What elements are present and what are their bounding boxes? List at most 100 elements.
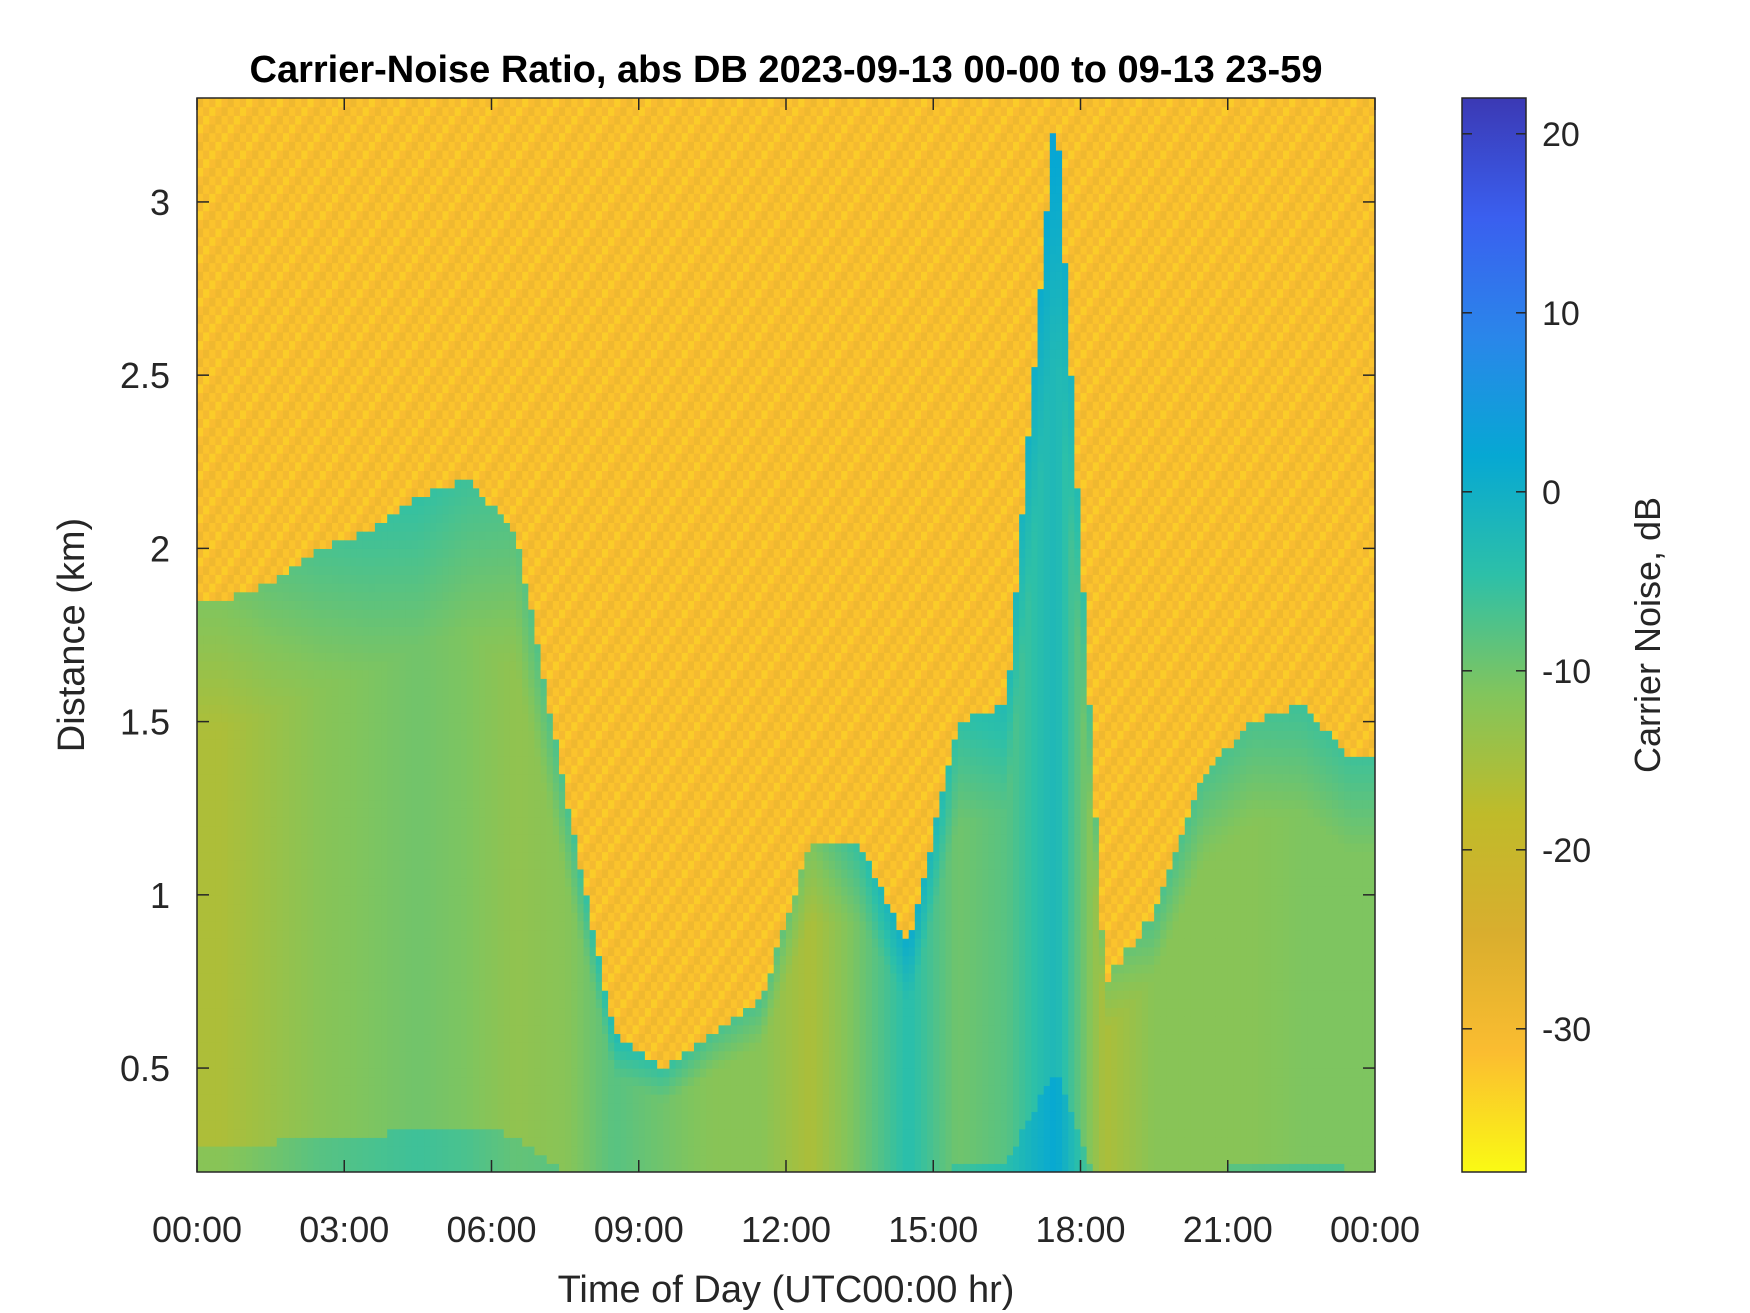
heatmap-cell: [411, 574, 419, 584]
heatmap-cell: [258, 712, 266, 723]
heatmap-cell: [331, 245, 339, 255]
heatmap-cell: [276, 357, 284, 368]
heatmap-cell: [417, 418, 425, 428]
heatmap-cell: [430, 357, 437, 368]
heatmap-cell: [203, 981, 210, 991]
heatmap-cell: [215, 600, 223, 610]
heatmap-cell: [411, 288, 419, 298]
heatmap-cell: [264, 574, 272, 584]
heatmap-cell: [313, 1068, 321, 1078]
heatmap-cell: [344, 444, 351, 454]
heatmap-cell: [362, 964, 370, 974]
heatmap-cell: [405, 1120, 413, 1130]
heatmap-cell: [270, 1163, 278, 1172]
heatmap-cell: [374, 912, 382, 922]
heatmap-cell: [362, 158, 370, 168]
heatmap-cell: [350, 782, 358, 792]
heatmap-cell: [368, 721, 376, 731]
heatmap-cell: [215, 401, 223, 411]
heatmap-cell: [227, 643, 235, 653]
heatmap-cell: [436, 531, 444, 541]
heatmap-cell: [424, 1137, 431, 1147]
heatmap-cell: [325, 470, 333, 480]
heatmap-cell: [399, 383, 407, 394]
heatmap-cell: [325, 418, 333, 428]
heatmap-cell: [301, 262, 309, 272]
heatmap-cell: [307, 695, 315, 705]
heatmap-cell: [350, 600, 358, 610]
heatmap-cell: [374, 167, 382, 177]
heatmap-cell: [338, 782, 345, 792]
heatmap-cell: [405, 747, 413, 757]
heatmap-cell: [374, 401, 382, 411]
heatmap-cell: [319, 375, 327, 385]
heatmap-cell: [399, 210, 407, 220]
heatmap-cell: [252, 539, 259, 549]
heatmap-cell: [246, 123, 253, 134]
heatmap-cell: [399, 609, 407, 619]
heatmap-cell: [387, 470, 394, 480]
heatmap-cell: [350, 279, 358, 290]
heatmap-cell: [387, 609, 394, 619]
heatmap-cell: [399, 747, 407, 757]
heatmap-cell: [362, 609, 370, 619]
heatmap-cell: [282, 435, 290, 446]
heatmap-cell: [209, 756, 217, 766]
heatmap-cell: [387, 461, 394, 472]
heatmap-cell: [442, 877, 450, 887]
heatmap-cell: [301, 825, 309, 835]
heatmap-cell: [276, 210, 284, 220]
heatmap-cell: [374, 505, 382, 515]
heatmap-cell: [387, 669, 394, 679]
heatmap-cell: [276, 764, 284, 775]
heatmap-cell: [295, 418, 302, 428]
heatmap-cell: [215, 929, 223, 939]
heatmap-cell: [387, 1128, 394, 1138]
heatmap-cell: [197, 548, 204, 558]
heatmap-cell: [221, 712, 229, 723]
heatmap-cell: [276, 496, 284, 506]
heatmap-cell: [221, 444, 229, 454]
heatmap-cell: [417, 1154, 425, 1164]
heatmap-cell: [282, 635, 290, 645]
heatmap-cell: [239, 236, 247, 246]
heatmap-cell: [331, 964, 339, 974]
heatmap-cell: [239, 271, 247, 281]
heatmap-cell: [417, 868, 425, 879]
heatmap-cell: [399, 487, 407, 498]
heatmap-cell: [338, 929, 345, 939]
heatmap-cell: [227, 695, 235, 705]
heatmap-cell: [209, 920, 217, 931]
heatmap-cell: [289, 123, 296, 134]
heatmap-cell: [313, 756, 321, 766]
heatmap-cell: [252, 972, 259, 983]
heatmap-cell: [289, 626, 296, 636]
heatmap-cell: [417, 253, 425, 264]
heatmap-cell: [258, 617, 266, 627]
heatmap-cell: [209, 245, 217, 255]
heatmap-cell: [417, 357, 425, 368]
heatmap-cell: [424, 453, 431, 463]
heatmap-cell: [252, 141, 259, 151]
heatmap-cell: [331, 392, 339, 402]
heatmap-cell: [368, 1102, 376, 1112]
heatmap-cell: [381, 531, 388, 541]
heatmap-cell: [411, 678, 419, 688]
heatmap-cell: [215, 635, 223, 645]
heatmap-cell: [381, 175, 388, 186]
heatmap-cell: [381, 505, 388, 515]
heatmap-cell: [264, 175, 272, 186]
heatmap-cell: [270, 193, 278, 203]
heatmap-cell: [344, 236, 351, 246]
heatmap-cell: [350, 912, 358, 922]
heatmap-cell: [424, 704, 431, 714]
heatmap-cell: [209, 981, 217, 991]
heatmap-cell: [215, 453, 223, 463]
heatmap-cell: [203, 972, 210, 983]
heatmap-cell: [203, 929, 210, 939]
heatmap-cell: [197, 1016, 204, 1026]
heatmap-cell: [381, 262, 388, 272]
heatmap-cell: [362, 747, 370, 757]
heatmap-cell: [374, 279, 382, 290]
heatmap-cell: [368, 1128, 376, 1138]
